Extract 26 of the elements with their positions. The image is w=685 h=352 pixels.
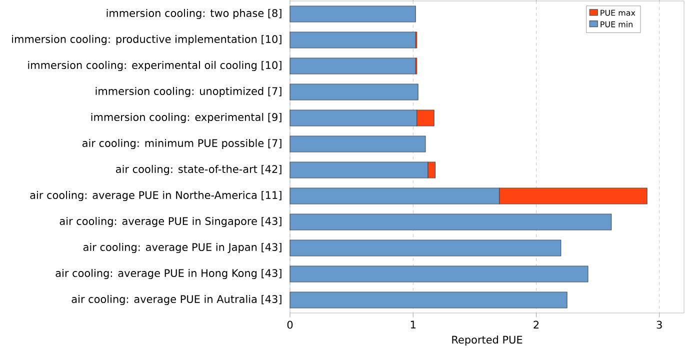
y-tick-label: immersion cooling: two phase [8] xyxy=(106,8,282,20)
x-tick-label: 2 xyxy=(534,320,539,329)
x-tick-label: 0 xyxy=(287,320,293,329)
bar xyxy=(290,58,416,74)
bar xyxy=(290,136,426,152)
bar xyxy=(290,32,416,48)
y-tick-label: immersion cooling: experimental [9] xyxy=(91,112,282,124)
y-tick-label: air cooling: average PUE in Northe-America [11] xyxy=(30,190,282,202)
bar xyxy=(290,84,418,100)
y-tick-label: immersion cooling: productive implementation [10] xyxy=(12,34,282,46)
y-tick-label: immersion cooling: unoptimized [7] xyxy=(96,86,282,98)
bar xyxy=(290,266,588,282)
bar xyxy=(290,292,568,308)
x-tick-label: 3 xyxy=(656,320,662,329)
x-axis-title: Reported PUE xyxy=(452,336,522,346)
y-tick-label: air cooling: average PUE in Hong Kong [43] xyxy=(56,268,282,280)
y-tick-label: air cooling: state-of-the-art [42] xyxy=(116,164,282,176)
y-tick-label: air cooling: average PUE in Japan [43] xyxy=(83,242,282,254)
bar xyxy=(290,240,562,256)
x-tick-label: 1 xyxy=(410,320,416,328)
y-tick-label: immersion cooling: experimental oil cooling [10] xyxy=(28,60,282,72)
y-tick-label: air cooling: average PUE in Autralia [43] xyxy=(72,294,282,306)
bar xyxy=(290,6,416,22)
y-tick-label: air cooling: average PUE in Singapore [43] xyxy=(60,216,282,228)
bar xyxy=(290,214,612,230)
y-tick-label: air cooling: minimum PUE possible [7] xyxy=(82,138,282,150)
